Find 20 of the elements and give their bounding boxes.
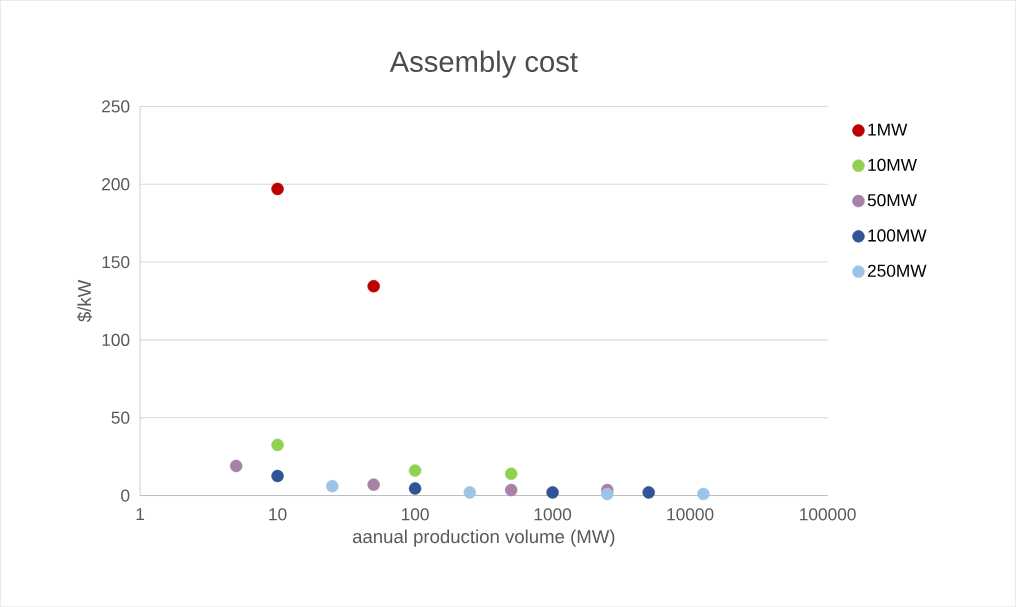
y-tick-label: 150 xyxy=(102,255,130,269)
x-tick-label: 1 xyxy=(136,508,145,520)
y-tick-label: 0 xyxy=(121,489,130,502)
chart-title: Assembly cost xyxy=(389,50,578,78)
x-tick-label: 100 xyxy=(401,508,429,521)
x-tick-label: 1000 xyxy=(534,508,572,521)
legend-label: 250MW xyxy=(867,264,927,277)
legend-label: 50MW xyxy=(867,193,917,207)
x-tick-label: 10 xyxy=(269,508,287,521)
x-axis-title: aanual production volume (MW) xyxy=(352,529,615,547)
x-tick-label: 10000 xyxy=(667,508,714,521)
y-tick-label: 50 xyxy=(111,411,130,424)
y-tick-label: 200 xyxy=(102,178,130,191)
legend-label: 100MW xyxy=(868,229,927,242)
legend-label: 10MW xyxy=(868,158,917,171)
x-tick-label: 100000 xyxy=(800,508,856,521)
y-tick-label: 250 xyxy=(102,100,130,113)
legend-label: 1MW xyxy=(868,123,908,136)
y-tick-label: 100 xyxy=(102,333,130,346)
y-axis-title: $/kW xyxy=(77,279,93,322)
